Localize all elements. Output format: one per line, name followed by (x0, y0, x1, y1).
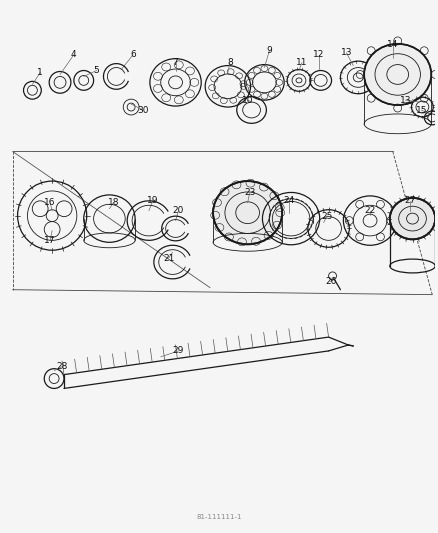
Text: 25: 25 (321, 212, 332, 221)
Text: 18: 18 (108, 198, 119, 207)
Text: 9: 9 (266, 46, 272, 55)
Text: 23: 23 (244, 189, 255, 197)
Text: 16: 16 (44, 198, 56, 207)
Text: 1: 1 (37, 68, 43, 77)
Text: 30: 30 (137, 106, 149, 115)
Text: 81-111111-1: 81-111111-1 (196, 514, 242, 520)
Text: 28: 28 (57, 362, 68, 371)
Text: 10: 10 (242, 95, 253, 104)
Text: 19: 19 (147, 196, 159, 205)
Text: 26: 26 (325, 277, 336, 286)
Text: 20: 20 (173, 206, 184, 215)
Text: 8: 8 (227, 58, 233, 67)
Text: 6: 6 (130, 50, 136, 59)
Text: 21: 21 (163, 254, 174, 263)
Text: 7: 7 (173, 58, 178, 67)
Text: 24: 24 (283, 196, 295, 205)
Text: 11: 11 (296, 58, 307, 67)
Ellipse shape (364, 44, 431, 105)
Ellipse shape (390, 198, 435, 239)
Text: 27: 27 (404, 196, 415, 205)
Text: 13: 13 (341, 49, 352, 57)
Text: 5: 5 (94, 66, 99, 75)
Text: 17: 17 (44, 236, 56, 245)
Text: 4: 4 (71, 50, 77, 59)
Text: 12: 12 (313, 50, 325, 59)
Text: 29: 29 (173, 346, 184, 356)
Text: 13: 13 (400, 95, 411, 104)
Ellipse shape (213, 181, 282, 244)
Text: 22: 22 (364, 206, 376, 215)
Text: 15: 15 (416, 106, 427, 115)
Text: 14: 14 (387, 41, 399, 50)
